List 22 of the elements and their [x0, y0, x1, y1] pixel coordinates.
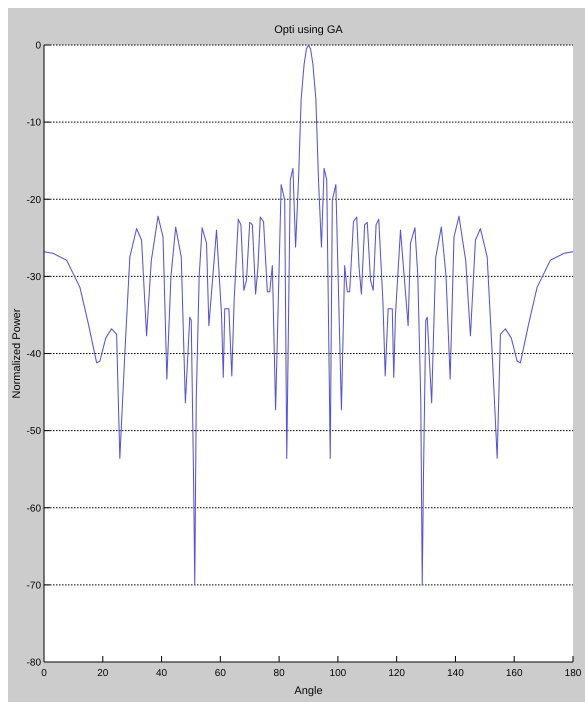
- x-tick-label: 120: [388, 668, 406, 679]
- x-tick-label: 40: [156, 668, 168, 679]
- x-tick-label: 180: [564, 668, 582, 679]
- x-tick-label: 100: [330, 668, 347, 679]
- y-tick-label: -10: [26, 118, 42, 129]
- y-tick-label: -50: [26, 426, 42, 438]
- x-axis-title: Angle: [294, 685, 323, 697]
- x-tick-label: 140: [447, 668, 464, 679]
- x-tick-label: 20: [97, 668, 109, 679]
- line-series: [44, 44, 574, 586]
- x-tick-label: 60: [214, 668, 226, 679]
- x-tick-label: 80: [274, 668, 286, 679]
- y-tick-label: -40: [26, 349, 42, 360]
- x-tick-label: 160: [506, 668, 523, 679]
- y-tick-label: 0: [35, 40, 42, 52]
- y-tick-label: -70: [26, 580, 42, 592]
- y-tick-label: -20: [26, 194, 42, 206]
- y-tick-label: -80: [26, 658, 42, 668]
- y-axis-title: Normalized Power: [11, 308, 23, 398]
- chart-title: Opti using GA: [274, 24, 344, 36]
- y-tick-label: -30: [26, 272, 42, 283]
- y-tick-label: -60: [26, 503, 42, 514]
